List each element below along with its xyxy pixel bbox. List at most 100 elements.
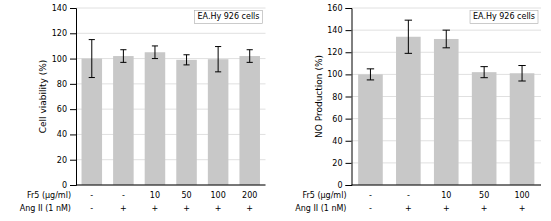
category-label: 50 [181, 191, 191, 200]
y-tick-mark [70, 84, 76, 85]
category-label: 200 [242, 191, 257, 200]
y-tick-mark [70, 59, 76, 60]
y-tick: 0 [62, 181, 76, 190]
y-tick: 80 [332, 93, 351, 102]
bar [396, 37, 421, 185]
error-bar-cap [518, 65, 525, 66]
error-bar [215, 47, 221, 72]
grid [76, 8, 266, 185]
error-bar-cap [518, 81, 525, 82]
error-bar-stem [91, 40, 92, 78]
grid-line [76, 159, 266, 160]
y-tick: 40 [332, 137, 351, 146]
bar [82, 59, 103, 185]
title-box: EA.Hy 926 cells [470, 10, 538, 23]
category-label: 10 [441, 191, 451, 200]
y-tick-mark [346, 52, 352, 53]
y-tick-label: 120 [52, 29, 67, 38]
grid-line [352, 185, 542, 186]
error-bar-cap [183, 54, 189, 55]
y-tick: 60 [57, 105, 76, 114]
error-bar-cap [152, 58, 158, 59]
y-tick-label: 100 [327, 70, 342, 79]
title: EA.Hy 926 cells [198, 12, 260, 21]
y-tick-mark [346, 163, 352, 164]
y-axis-line [70, 9, 77, 186]
category-label: + [152, 204, 159, 213]
marks [82, 40, 260, 185]
error-bar [443, 30, 450, 48]
error-bar-cap [480, 66, 487, 67]
y-tick-label: 80 [332, 93, 342, 102]
category-label: - [369, 204, 372, 213]
error-bar-cap [405, 20, 412, 21]
row-header: Fr5 (μg/ml) [27, 191, 71, 200]
error-bar-cap [183, 64, 189, 65]
category-label: + [120, 204, 127, 213]
y-tick: 120 [327, 48, 351, 57]
marks [358, 20, 534, 185]
category-label: - [369, 191, 372, 200]
category-label: + [405, 204, 412, 213]
grid-line [76, 8, 266, 9]
row-header: Ang II (1 nM) [20, 204, 71, 213]
y-tick-label: 20 [57, 156, 67, 165]
x-axis-line [76, 185, 266, 186]
grid-line [352, 30, 542, 31]
error-bar-stem [484, 67, 485, 78]
y-tick: 160 [327, 4, 351, 13]
y-tick: 100 [52, 55, 76, 64]
y-tick-label: 20 [332, 159, 342, 168]
row-header: Fr5 (μg/ml) [302, 191, 346, 200]
error-bar [518, 66, 525, 81]
category-label: - [122, 191, 125, 200]
category-label: 10 [150, 191, 160, 200]
y-tick-mark [70, 109, 76, 110]
chart: 020406080100120140Cell viability (%)Fr5 … [0, 0, 551, 221]
error-bar [247, 50, 253, 63]
y-tick: 20 [332, 159, 351, 168]
category-label: + [215, 204, 222, 213]
y-tick-label: 140 [327, 26, 342, 35]
error-bar-cap [480, 77, 487, 78]
y-tick: 100 [327, 70, 351, 79]
error-bar-stem [522, 66, 523, 81]
error-bar-cap [367, 79, 374, 80]
y-tick: 140 [52, 4, 76, 13]
bar [176, 60, 197, 185]
error-bar-stem [370, 69, 371, 80]
y-tick-mark [346, 30, 352, 31]
error-bar-stem [123, 50, 124, 63]
title: EA.Hy 926 cells [473, 12, 535, 21]
y-tick-label: 0 [337, 181, 342, 190]
y-tick-label: 140 [52, 4, 67, 13]
y-axis-title: Cell viability (%) [38, 60, 48, 134]
error-bar [183, 55, 189, 65]
category-label: 100 [514, 191, 529, 200]
category-label: - [90, 191, 93, 200]
y-tick-label: 0 [62, 181, 67, 190]
y-tick-mark [70, 185, 76, 186]
error-bar-cap [215, 71, 221, 72]
y-tick-mark [346, 8, 352, 9]
bar [510, 73, 535, 185]
row-header: Ang II (1 nM) [295, 204, 346, 213]
category-label: - [407, 191, 410, 200]
title-box: EA.Hy 926 cells [195, 10, 263, 23]
error-bar-cap [120, 62, 126, 63]
error-bar-stem [186, 55, 187, 65]
y-tick-label: 60 [332, 115, 342, 124]
y-tick: 80 [57, 80, 76, 89]
y-tick-mark [346, 185, 352, 186]
error-bar [152, 46, 158, 59]
y-tick-mark [70, 134, 76, 135]
error-bar-cap [89, 77, 95, 78]
error-bar-cap [247, 49, 253, 50]
grid-line [76, 33, 266, 34]
grid-line [76, 185, 266, 186]
y-tick-label: 120 [327, 48, 342, 57]
bar [145, 52, 166, 185]
error-bar [89, 40, 95, 78]
error-bar-cap [215, 46, 221, 47]
bar [208, 59, 229, 185]
